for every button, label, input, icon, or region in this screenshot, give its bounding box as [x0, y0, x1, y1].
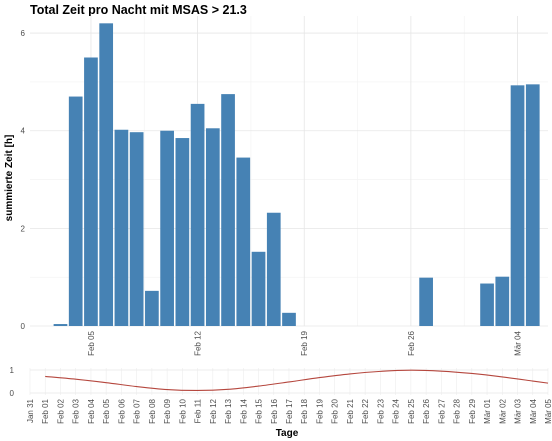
- bar: [525, 84, 540, 326]
- x-tick-label: Feb 21: [346, 398, 355, 423]
- x-tick-label: Feb 12: [209, 398, 218, 423]
- x-tick-label: Feb 23: [376, 398, 385, 423]
- x-tick-label: Feb 26: [407, 330, 416, 355]
- y-tick-label: 2: [21, 224, 26, 233]
- bar: [480, 283, 494, 326]
- x-tick-label: Feb 13: [224, 398, 233, 423]
- x-tick-label: Feb 26: [422, 398, 431, 423]
- main-bar-panel: 0 2 4 6 Feb 05 Feb 12 Feb 19 Feb 26 Mär 04: [21, 16, 548, 356]
- x-tick-label: Feb 15: [255, 398, 264, 423]
- x-tick-label: Feb 02: [56, 398, 65, 423]
- x-tick-label: Mär 05: [544, 398, 552, 423]
- bar: [236, 157, 251, 326]
- x-tick-label: Feb 19: [315, 398, 324, 423]
- bar: [129, 132, 144, 326]
- bar: [190, 103, 205, 326]
- x-tick-label: Mär 04: [514, 330, 523, 355]
- x-tick-label: Mär 01: [483, 398, 492, 423]
- x-tick-label: Feb 12: [194, 330, 203, 355]
- y-tick-label: 1: [10, 366, 15, 375]
- x-tick-label: Feb 27: [437, 398, 446, 423]
- y-axis-title: summierte Zeit [h]: [4, 135, 15, 222]
- bar: [221, 94, 235, 327]
- x-tick-label: Feb 19: [300, 330, 309, 355]
- x-tick-label: Feb 14: [239, 398, 248, 423]
- bar: [266, 212, 281, 326]
- x-tick-label: Feb 22: [361, 398, 370, 423]
- x-tick-label: Feb 04: [87, 398, 96, 423]
- chart-title: Total Zeit pro Nacht mit MSAS > 21.3: [30, 3, 247, 17]
- x-tick-label: Feb 03: [72, 398, 81, 423]
- x-tick-label: Feb 11: [194, 398, 203, 423]
- bar: [495, 276, 510, 326]
- bar: [251, 251, 266, 326]
- bar: [145, 290, 159, 326]
- y-tick-label: 4: [21, 127, 26, 136]
- x-tick-label: Feb 17: [285, 398, 294, 423]
- x-tick-label: Feb 16: [270, 398, 279, 423]
- x-tick-label: Feb 18: [300, 398, 309, 423]
- bar: [53, 324, 68, 326]
- bar: [205, 128, 220, 326]
- y-tick-label: 6: [21, 29, 26, 38]
- x-tick-label: Feb 25: [407, 398, 416, 423]
- x-tick-label: Feb 05: [102, 398, 111, 423]
- x-tick-label: Feb 09: [163, 398, 172, 423]
- x-tick-label: Feb 07: [133, 398, 142, 423]
- bar: [114, 129, 129, 326]
- x-axis-title: Tage: [276, 428, 299, 439]
- bar: [510, 85, 525, 326]
- x-tick-label: Jan 31: [26, 398, 35, 423]
- y-tick-label: 0: [21, 322, 26, 331]
- bar: [99, 23, 114, 326]
- x-tick-label: Mär 04: [529, 398, 538, 423]
- x-tick-label: Feb 05: [87, 330, 96, 355]
- x-tick-label: Feb 08: [148, 398, 157, 423]
- x-tick-label: Feb 29: [468, 398, 477, 423]
- bar: [68, 96, 83, 326]
- bar: [282, 312, 296, 326]
- x-tick-label: Mär 02: [498, 398, 507, 423]
- x-tick-label: Feb 28: [453, 398, 462, 423]
- x-tick-label: Feb 10: [178, 398, 187, 423]
- bar: [175, 138, 190, 326]
- x-tick-label: Feb 01: [41, 398, 50, 423]
- series-line: [45, 369, 549, 392]
- bar: [419, 277, 433, 326]
- x-tick-label: Feb 24: [392, 398, 401, 423]
- bar: [160, 130, 174, 326]
- y-tick-label: 0: [10, 389, 15, 398]
- x-tick-label: Feb 06: [117, 398, 126, 423]
- x-tick-label: Mär 03: [514, 398, 523, 423]
- x-tick-label: Feb 20: [331, 398, 340, 423]
- trend-line-panel: 0 1 Jan 31 Feb 01 Feb 02 Feb 03 Feb 04 Feb 05 Fe…: [10, 366, 552, 424]
- bar: [84, 57, 98, 326]
